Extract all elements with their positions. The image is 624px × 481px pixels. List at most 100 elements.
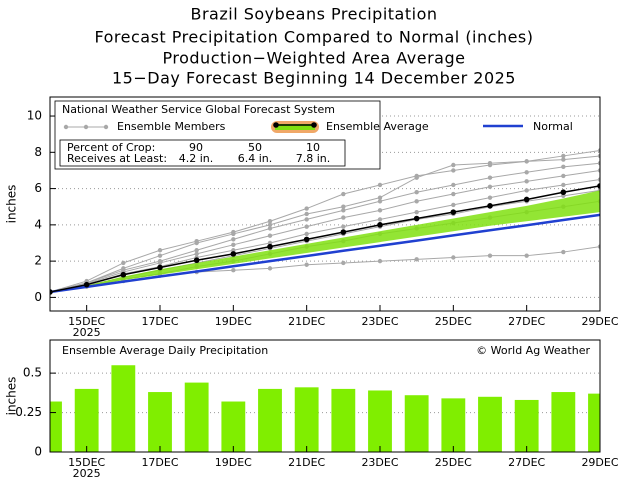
average-point [83, 281, 90, 288]
member-point [377, 182, 383, 188]
member-point [451, 191, 456, 197]
x-tick-label: 21DEC [288, 315, 325, 328]
member-point [451, 255, 456, 260]
x-tick-label: 25DEC [435, 456, 472, 469]
crop-table-row-label: Receives at Least: [67, 152, 167, 165]
member-point [487, 253, 493, 258]
member-line [50, 155, 600, 293]
average-point [157, 264, 163, 271]
bar [331, 388, 356, 452]
credit: © World Ag Weather [476, 344, 590, 357]
member-point [304, 206, 309, 211]
member-point [231, 267, 236, 273]
bar [148, 392, 172, 452]
x-tick-label: 27DEC [508, 456, 545, 469]
subtitle: 15−Day Forecast Beginning 14 December 20… [112, 69, 516, 88]
member-line [50, 169, 600, 293]
x-tick-label: 29DEC [581, 456, 618, 469]
member-point [341, 215, 346, 220]
member-point [304, 217, 309, 222]
average-point [523, 196, 530, 203]
average-point [597, 183, 600, 189]
member-point [377, 258, 383, 264]
member-point [597, 244, 600, 249]
crop-table-header: Percent of Crop: [67, 141, 155, 154]
legend-swatch [311, 122, 317, 128]
member-point [451, 168, 456, 173]
y-tick-label: 8 [34, 145, 42, 159]
spread-band [50, 190, 600, 292]
member-point [267, 219, 273, 224]
member-point [157, 248, 163, 253]
member-point [267, 233, 273, 238]
member-point [414, 209, 419, 215]
plot-frame [49, 339, 601, 453]
x-tick-label: 17DEC [141, 456, 178, 469]
member-point [451, 202, 456, 208]
member-point [341, 204, 346, 209]
member-point [524, 179, 529, 184]
member-point [267, 222, 273, 228]
member-point [231, 231, 236, 237]
legend-swatch [103, 124, 109, 130]
member-point [304, 231, 309, 237]
crop-table-box [59, 139, 346, 167]
legend-swatch [273, 122, 279, 128]
bar [74, 388, 99, 452]
subtitle: Forecast Precipitation Compared to Norma… [94, 28, 533, 47]
legend-swatch [275, 124, 315, 130]
average-point [413, 215, 420, 222]
bar [478, 396, 502, 452]
y-tick-label: 4 [34, 217, 42, 231]
member-point [267, 226, 273, 231]
y-axis-label: inches [5, 185, 19, 224]
x-tick-label: 15DEC [68, 315, 105, 328]
x-tick-label: 23DEC [361, 456, 398, 469]
member-point [524, 159, 529, 164]
member-point [561, 164, 566, 170]
bar [50, 401, 62, 452]
member-point [597, 153, 600, 159]
crop-percent: 50 [248, 141, 262, 154]
average-point [267, 243, 273, 250]
crop-amount: 6.4 in. [238, 152, 273, 165]
member-point [597, 177, 600, 182]
member-point [597, 160, 600, 166]
plot-frame [49, 96, 601, 312]
bar [294, 387, 319, 452]
average-point [193, 257, 200, 264]
x-tick-label: 15DEC [68, 456, 105, 469]
average-point [450, 209, 457, 215]
x-tick-label: 29DEC [581, 315, 618, 328]
member-point [451, 182, 456, 188]
member-point [414, 190, 419, 195]
x-tick-label: 27DEC [508, 315, 545, 328]
member-point [377, 195, 383, 200]
member-point [194, 251, 199, 257]
x-tick-sublabel: 2025 [73, 467, 101, 480]
y-tick-label: 2 [34, 254, 42, 268]
crop-amount: 4.2 in. [179, 152, 214, 165]
x-tick-label: 21DEC [288, 456, 325, 469]
y-tick-label: 6 [34, 181, 42, 195]
bar [111, 365, 136, 452]
member-point [157, 253, 163, 258]
member-point [377, 217, 383, 222]
member-point [487, 175, 493, 180]
member-point [524, 170, 529, 175]
member-point [267, 266, 273, 271]
member-point [487, 184, 493, 189]
member-point [194, 248, 199, 253]
bar [404, 395, 429, 452]
bar [221, 401, 246, 452]
average-point [50, 289, 53, 295]
crop-percent: 90 [189, 141, 203, 154]
bar [588, 393, 600, 452]
legend-swatch [63, 124, 69, 130]
member-point [194, 240, 199, 246]
legend-label: Ensemble Average [326, 120, 429, 133]
average-point [303, 236, 310, 243]
plot-area [50, 365, 600, 452]
crop-amount: 7.8 in. [296, 152, 331, 165]
